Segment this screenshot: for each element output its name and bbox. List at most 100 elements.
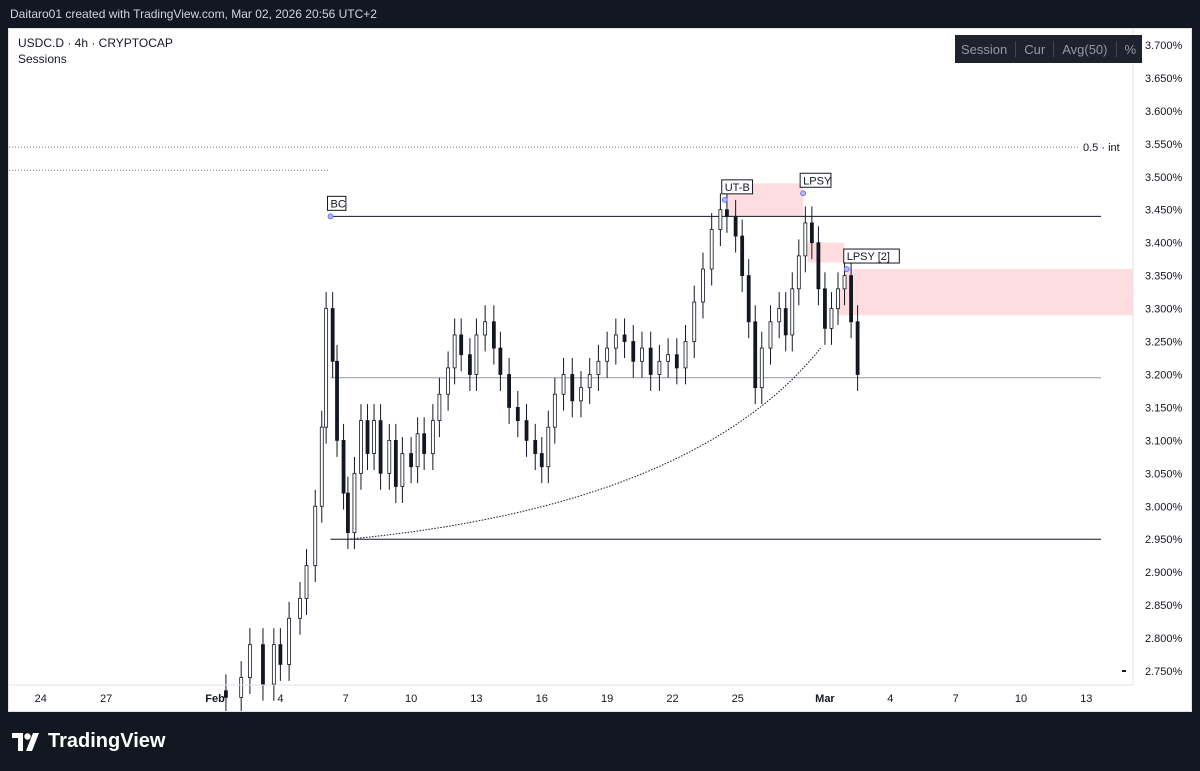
candle-body [271,644,276,685]
candle-body [330,308,335,362]
time-tick-label: 13 [1080,693,1092,705]
toolbox-session[interactable]: Session [961,41,1008,57]
time-tick-label: 4 [887,693,893,705]
time-tick-label: Feb [205,693,225,705]
candle-body [561,374,566,395]
candle-body [387,439,392,474]
candle-body [352,472,357,534]
candle-body [733,215,738,237]
candle-body [378,420,383,474]
int-level-label: 0.5 · int [1083,142,1120,154]
candle-body [452,334,457,369]
resistance-zone [844,269,1133,289]
candle-body [409,453,413,468]
accumulation-curve [347,347,821,540]
candle-body [790,288,795,336]
candle-body [422,433,427,454]
resistance-zone [838,288,1133,316]
chart-legend: USDC.D · 4h · CRYPTOCAP Sessions [18,35,173,67]
price-tick-label: 3.400% [1145,238,1183,250]
candle-body [768,321,773,349]
toolbox-divider [1053,41,1055,57]
candle-body [446,367,451,395]
price-tick-label: 3.000% [1145,501,1183,513]
time-tick-label: 16 [536,693,548,705]
tradingview-logo-text: TradingView [48,730,166,752]
event-label-box [799,172,832,188]
footer-bar [0,712,1200,771]
time-tick-label: 25 [732,693,744,705]
indicator-label: Sessions [18,52,67,66]
event-marker [721,196,728,203]
candle-body [718,209,723,230]
toolbox-cur[interactable]: Cur [1024,41,1046,57]
price-tick-label: 3.300% [1145,304,1183,316]
candle-body [816,242,821,290]
candle-body [459,334,464,356]
candle-body [829,308,834,329]
candle-body [552,393,557,428]
candle-body [533,439,538,454]
time-tick-label: 7 [953,693,959,705]
candle-body [498,347,503,375]
toolbox-avg[interactable]: Avg(50) [1062,41,1108,57]
candle-body [849,275,853,323]
tradingview-logo: TradingView [12,730,165,753]
candle-body [524,420,529,441]
candle-body [359,420,363,474]
time-tick-label: 13 [470,693,482,705]
candle-body [304,565,309,599]
candle-body [515,407,520,421]
candle-body [437,393,442,421]
toolbox-divider [1015,41,1017,57]
candle-body [605,347,610,362]
event-label-box [326,195,347,211]
candle-body [415,433,420,468]
event-label-bc: BC [330,198,345,210]
candle-body [809,222,814,244]
price-tick-label: 3.350% [1145,271,1183,283]
candle-body [622,334,627,342]
price-chart[interactable]: 0.5 · int BC UT-B LPSY LPSY [2] 2.750% 2.800% 2… [9,29,1191,711]
candle-body [796,255,801,290]
price-tick-label: 2.950% [1145,534,1183,546]
price-tick-label: 3.600% [1145,106,1183,118]
candle-body [278,644,283,665]
candle-body [783,308,788,336]
time-tick-label: 27 [100,693,112,705]
price-scale-marker [1122,670,1126,672]
price-tick-label: 3.700% [1145,40,1183,52]
attribution-text: Daitaro01 created with TradingView.com, … [10,7,377,21]
time-tick-label: 10 [1015,693,1027,705]
candle-body [467,354,472,375]
candle-body [313,505,318,566]
time-tick-label: 19 [601,693,613,705]
time-tick-label: 4 [277,693,283,705]
price-tick-label: 3.250% [1145,337,1183,349]
time-tick-label: 24 [35,693,47,705]
tradingview-logo-icon [12,732,39,751]
candle-body [725,209,729,217]
candle-body [803,222,808,257]
candle-body [842,275,847,290]
toolbox-percent[interactable]: % [1124,41,1137,57]
candle-body [365,420,370,454]
candle-body [324,308,329,428]
candle-body [631,341,636,362]
price-tick-label: 3.150% [1145,402,1183,414]
candle-body [836,288,840,309]
candle-body [287,617,291,665]
candle-body [298,598,302,619]
candle-body [823,288,827,329]
candle-body [346,492,350,534]
indicator-toolbox: Session Cur Avg(50) % [955,35,1143,63]
chart-frame[interactable]: 0.5 · int BC UT-B LPSY LPSY [2] 2.750% 2.800% 2… [8,28,1192,712]
candle-body [640,347,644,362]
candle-body [666,354,671,362]
price-tick-label: 3.500% [1145,172,1183,184]
time-tick-label: 10 [405,693,417,705]
candle-body [579,387,583,402]
candle-body [341,439,346,494]
candle-body [247,644,252,678]
candle-body [539,453,544,468]
